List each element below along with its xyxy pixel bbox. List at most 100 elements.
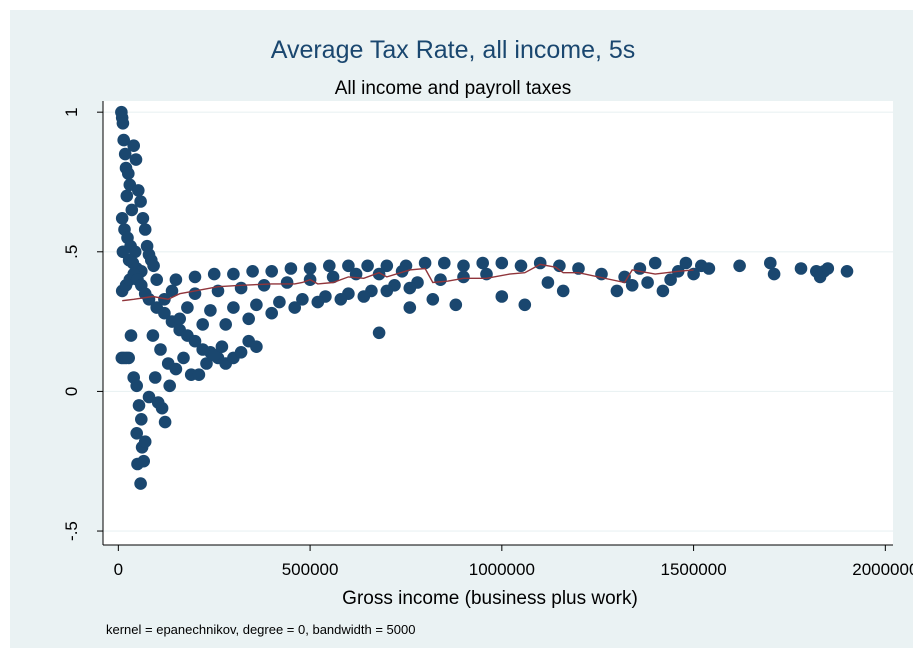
x-tick-label: 2000000	[852, 560, 913, 579]
data-point	[137, 454, 150, 468]
data-point	[449, 298, 463, 312]
data-point	[380, 284, 394, 298]
data-point	[641, 276, 654, 289]
data-point	[169, 273, 183, 287]
y-tick-label: .5	[62, 245, 81, 259]
data-point	[154, 343, 167, 356]
data-point	[219, 318, 232, 331]
data-point	[124, 329, 138, 342]
data-point	[134, 195, 147, 208]
data-point	[633, 262, 647, 275]
y-tick-label: 1	[62, 107, 81, 116]
data-point	[227, 301, 240, 314]
data-point	[288, 301, 302, 314]
data-point	[138, 435, 152, 449]
data-point	[169, 362, 183, 376]
data-point	[130, 379, 143, 393]
data-point	[395, 265, 409, 278]
data-point	[122, 167, 135, 180]
data-point	[257, 279, 271, 292]
y-tick-label: -.5	[62, 521, 81, 541]
data-point	[200, 357, 213, 370]
data-point	[514, 259, 528, 273]
data-point	[250, 298, 263, 312]
data-point	[173, 312, 186, 326]
data-point	[357, 290, 371, 303]
data-point	[130, 427, 143, 440]
data-point	[372, 267, 386, 281]
data-point	[296, 293, 309, 306]
data-point	[115, 212, 129, 225]
data-point	[553, 259, 566, 273]
data-point	[234, 281, 248, 295]
x-axis-title: Gross income (business plus work)	[342, 588, 638, 609]
data-point	[132, 184, 145, 197]
grid-lines	[103, 111, 893, 532]
data-point	[541, 276, 555, 289]
footnote: kernel = epanechnikov, degree = 0, bandw…	[106, 622, 415, 637]
data-point	[403, 301, 417, 314]
y-tick-label: 0	[62, 387, 81, 396]
data-point	[122, 351, 135, 365]
data-point	[207, 348, 221, 362]
data-point	[794, 262, 808, 275]
x-tick-label: 500000	[282, 560, 339, 579]
data-point	[733, 259, 746, 273]
data-point	[610, 284, 624, 298]
data-point	[764, 256, 777, 270]
x-tick-label: 0	[114, 560, 123, 579]
chart-svg: Average Tax Rate, all income, 5s All inc…	[62, 36, 913, 637]
data-point	[656, 284, 670, 298]
data-point	[150, 273, 163, 287]
data-point	[648, 256, 662, 270]
data-point	[625, 279, 639, 292]
data-point	[207, 267, 221, 281]
x-tick-label: 1500000	[660, 560, 726, 579]
data-point	[821, 262, 835, 275]
data-point	[129, 153, 143, 166]
data-point	[155, 401, 169, 415]
data-point	[572, 262, 585, 275]
data-point	[188, 287, 202, 301]
data-point	[495, 256, 509, 270]
data-point	[234, 346, 248, 359]
data-point	[403, 281, 417, 295]
data-point	[181, 301, 194, 314]
data-point	[476, 256, 490, 270]
data-point	[303, 262, 317, 275]
data-point	[326, 270, 340, 284]
data-point	[556, 284, 570, 298]
data-point	[250, 340, 263, 354]
chart-title: Average Tax Rate, all income, 5s	[271, 36, 636, 64]
data-point	[840, 265, 854, 278]
data-point	[227, 267, 240, 281]
data-point	[136, 212, 150, 225]
axes: 0 500000 1000000 1500000 2000000 -.5 0 .5 1	[62, 101, 913, 579]
data-point	[518, 298, 532, 312]
data-point	[273, 295, 286, 309]
data-point	[125, 203, 139, 217]
data-point	[188, 334, 202, 348]
data-point	[118, 147, 132, 161]
data-point	[148, 371, 162, 384]
data-point	[380, 259, 394, 273]
data-point	[215, 340, 229, 354]
data-point	[246, 265, 259, 278]
data-point	[146, 329, 160, 342]
chart-frame: Average Tax Rate, all income, 5s All inc…	[10, 10, 913, 648]
data-point	[132, 399, 146, 412]
data-point	[372, 326, 386, 340]
smooth-line	[122, 263, 694, 302]
data-point	[334, 293, 348, 306]
data-point	[311, 295, 325, 309]
data-point	[426, 293, 440, 306]
data-point	[120, 189, 134, 203]
data-point	[265, 306, 278, 320]
data-point	[457, 270, 470, 284]
data-point	[188, 270, 202, 284]
data-point	[163, 379, 176, 393]
data-point	[342, 259, 355, 273]
data-point	[495, 290, 509, 303]
data-point	[147, 259, 160, 273]
data-point	[192, 368, 206, 382]
